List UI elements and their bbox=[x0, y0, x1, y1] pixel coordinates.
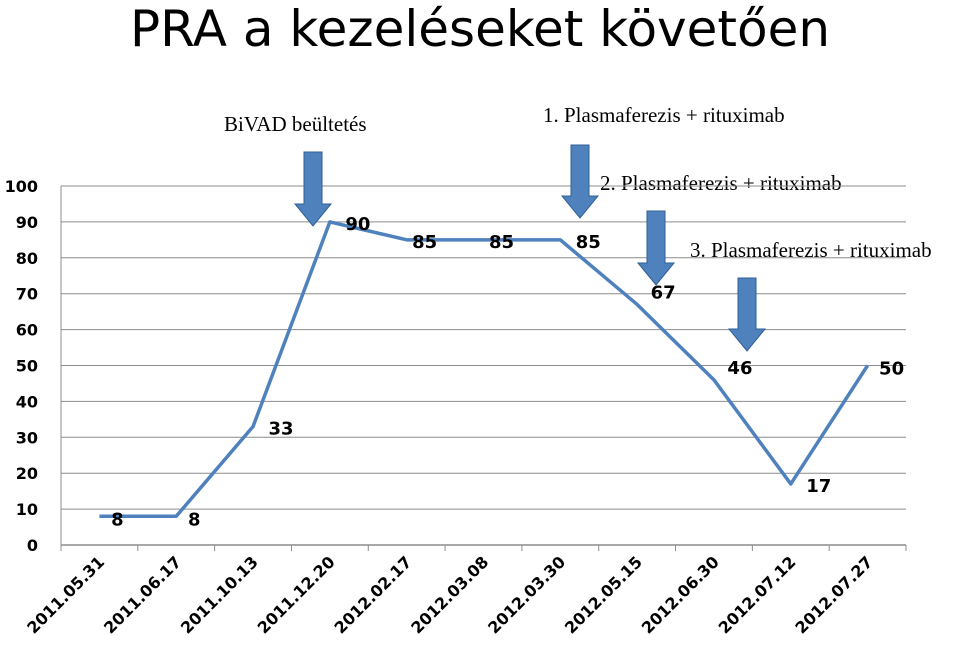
y-tick-label: 60 bbox=[16, 321, 38, 340]
x-tick-label: 2012.07.12 bbox=[715, 552, 800, 637]
series-line-path bbox=[99, 220, 870, 519]
y-tick-label: 80 bbox=[16, 249, 38, 268]
y-tick-label: 20 bbox=[16, 464, 38, 483]
y-tick-label: 40 bbox=[16, 392, 38, 411]
data-label: 50 bbox=[879, 359, 904, 380]
x-tick-label: 2012.05.15 bbox=[561, 552, 646, 637]
x-tick-label: 2011.12.20 bbox=[254, 552, 339, 637]
data-labels: 8 8 33 90 85 85 85 67 46 17 50 bbox=[111, 214, 904, 530]
data-label: 85 bbox=[489, 232, 514, 253]
y-tick-label: 10 bbox=[16, 500, 38, 519]
data-label: 8 bbox=[111, 509, 124, 530]
y-tick-label: 50 bbox=[16, 357, 38, 376]
x-tick-label: 2012.03.30 bbox=[484, 552, 569, 637]
y-tick-label: 0 bbox=[27, 536, 38, 555]
annotation-plasmaferezis-2: 2. Plasmaferezis + rituximab bbox=[600, 171, 842, 195]
x-tick-label: 2011.06.17 bbox=[100, 552, 185, 637]
data-label: 17 bbox=[806, 476, 831, 497]
annotation-bivad: BiVAD beültetés bbox=[224, 112, 367, 136]
gridlines bbox=[61, 185, 906, 510]
data-label: 46 bbox=[727, 358, 752, 379]
y-tick-label: 70 bbox=[16, 285, 38, 304]
y-tick-label: 100 bbox=[5, 177, 38, 196]
annotation-plasmaferezis-1: 1. Plasmaferezis + rituximab bbox=[543, 103, 785, 127]
x-tick-label: 2012.02.17 bbox=[331, 552, 416, 637]
data-label: 85 bbox=[576, 232, 601, 253]
annotation-arrows bbox=[293, 144, 767, 352]
arrow-bivad bbox=[293, 151, 333, 227]
x-tick-label: 2012.03.08 bbox=[407, 552, 492, 637]
arrow-plasmaferezis-2 bbox=[636, 210, 676, 286]
data-label: 85 bbox=[412, 232, 437, 253]
y-tick-label: 30 bbox=[16, 428, 38, 447]
data-label: 90 bbox=[345, 214, 370, 235]
x-tick-label: 2011.05.31 bbox=[23, 552, 108, 637]
arrow-plasmaferezis-1 bbox=[560, 144, 600, 219]
chart-title: PRA a kezeléseket követően bbox=[129, 0, 831, 58]
x-tick-label: 2012.07.27 bbox=[791, 552, 876, 637]
data-label: 67 bbox=[651, 282, 676, 303]
series-line bbox=[99, 220, 870, 519]
data-label: 8 bbox=[188, 509, 201, 530]
x-tick-label: 2011.10.13 bbox=[177, 552, 262, 637]
arrow-plasmaferezis-3 bbox=[727, 277, 767, 352]
x-tick-label: 2012.06.30 bbox=[638, 552, 723, 637]
data-label: 33 bbox=[269, 419, 294, 440]
axes bbox=[60, 186, 907, 551]
y-tick-label: 90 bbox=[16, 213, 38, 232]
tick-labels: 0 10 20 30 40 50 60 70 80 90 100 2011.05.312011.06.… bbox=[5, 177, 877, 637]
